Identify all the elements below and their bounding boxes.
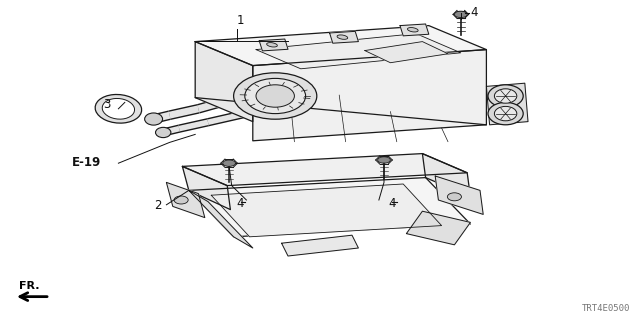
- Circle shape: [378, 157, 390, 163]
- Ellipse shape: [174, 196, 188, 204]
- Text: 4: 4: [388, 197, 396, 210]
- Polygon shape: [182, 154, 467, 186]
- Polygon shape: [259, 39, 288, 51]
- Polygon shape: [195, 26, 486, 66]
- Polygon shape: [400, 24, 429, 36]
- Polygon shape: [189, 178, 470, 237]
- Polygon shape: [211, 184, 442, 237]
- Polygon shape: [166, 182, 205, 218]
- Polygon shape: [330, 31, 358, 43]
- Polygon shape: [365, 42, 448, 63]
- Polygon shape: [182, 166, 230, 210]
- Ellipse shape: [267, 43, 277, 47]
- Ellipse shape: [244, 78, 306, 114]
- Text: 2: 2: [154, 199, 161, 212]
- Ellipse shape: [408, 28, 418, 32]
- Polygon shape: [422, 154, 470, 197]
- Text: FR.: FR.: [19, 281, 40, 291]
- Ellipse shape: [102, 99, 134, 119]
- Polygon shape: [256, 34, 461, 69]
- Ellipse shape: [488, 102, 524, 125]
- Circle shape: [223, 160, 236, 166]
- Text: E-19: E-19: [72, 156, 101, 169]
- Ellipse shape: [337, 35, 348, 39]
- Circle shape: [454, 11, 467, 18]
- Ellipse shape: [95, 94, 141, 123]
- Ellipse shape: [156, 127, 171, 138]
- Polygon shape: [253, 50, 486, 141]
- Ellipse shape: [447, 193, 461, 201]
- Ellipse shape: [495, 89, 517, 103]
- Polygon shape: [282, 235, 358, 256]
- Ellipse shape: [256, 85, 294, 107]
- Ellipse shape: [488, 85, 524, 107]
- Polygon shape: [435, 176, 483, 214]
- Ellipse shape: [495, 106, 517, 121]
- Ellipse shape: [145, 113, 163, 125]
- Polygon shape: [189, 190, 253, 248]
- Text: 1: 1: [236, 14, 244, 27]
- Ellipse shape: [234, 73, 317, 119]
- Polygon shape: [195, 42, 253, 122]
- Text: 4: 4: [470, 6, 478, 19]
- Text: 3: 3: [102, 99, 110, 111]
- Text: 4: 4: [237, 197, 244, 210]
- Polygon shape: [486, 83, 528, 125]
- Polygon shape: [406, 211, 470, 245]
- Text: TRT4E0500: TRT4E0500: [582, 304, 630, 313]
